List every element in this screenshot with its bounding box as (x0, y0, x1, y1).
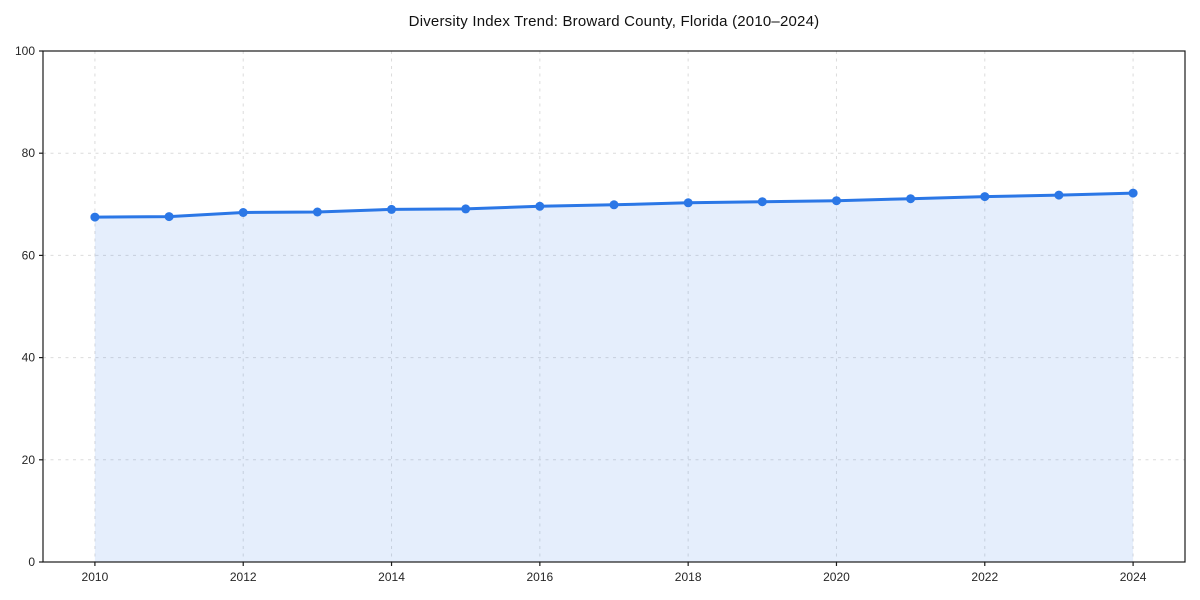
data-point-marker (1128, 188, 1138, 198)
data-point-marker (832, 196, 841, 206)
y-tick-label: 100 (15, 44, 35, 58)
data-point-marker (535, 201, 545, 211)
y-tick-label: 20 (22, 453, 36, 467)
y-tick-label: 0 (28, 555, 35, 569)
data-point-marker (906, 194, 916, 204)
y-tick-label: 60 (22, 248, 36, 262)
x-tick-label: 2018 (675, 570, 702, 584)
plot-border (42, 50, 1186, 563)
data-point-marker (683, 198, 693, 208)
data-point-marker (461, 204, 471, 214)
x-tick-label: 2010 (82, 570, 109, 584)
chart-title: Diversity Index Trend: Broward County, F… (408, 13, 820, 30)
x-tick-label: 2020 (823, 570, 850, 584)
data-point-marker (980, 192, 990, 202)
data-point-marker (1054, 190, 1064, 200)
data-point-marker (90, 212, 100, 222)
x-tick-label: 2024 (1120, 570, 1147, 584)
x-tick-label: 2012 (230, 570, 257, 584)
y-tick-label: 80 (22, 146, 36, 160)
data-point-marker (164, 212, 174, 222)
area-fill (94, 193, 1134, 562)
x-tick-label: 2016 (526, 570, 553, 584)
x-tick-label: 2022 (971, 570, 998, 584)
data-point-marker (387, 204, 396, 214)
data-point-marker (312, 207, 322, 217)
data-point-marker (757, 197, 767, 207)
data-point-marker (609, 200, 619, 210)
y-tick-label: 40 (22, 351, 36, 365)
x-tick-label: 2014 (378, 570, 405, 584)
data-point-marker (238, 208, 248, 217)
